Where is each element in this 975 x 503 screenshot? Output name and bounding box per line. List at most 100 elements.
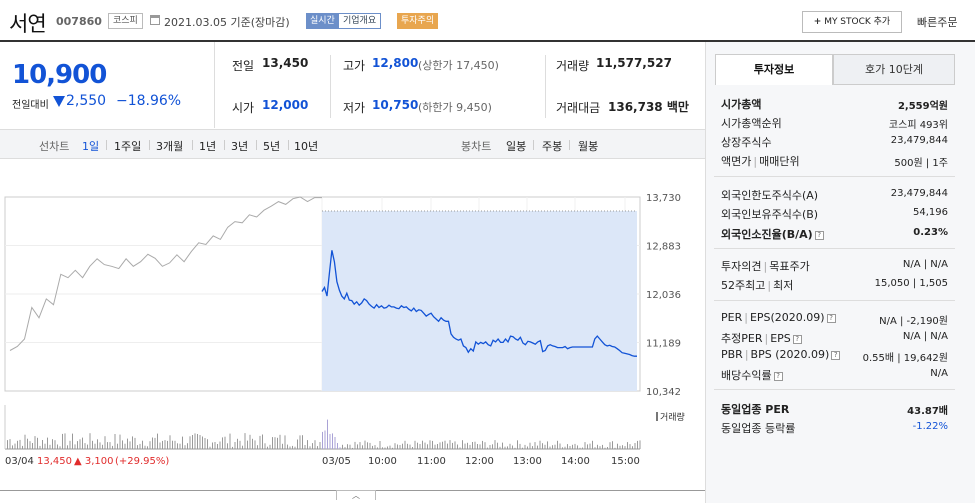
mystock-add-button[interactable]: + MY STOCK 추가 xyxy=(802,11,902,33)
volume-bar xyxy=(637,440,638,449)
help-icon[interactable]: ? xyxy=(773,371,783,381)
volume-bar xyxy=(529,442,531,449)
quick-order-button[interactable]: 빠른주문 xyxy=(917,16,958,29)
volume-bar xyxy=(557,440,558,449)
open-label: 시가 xyxy=(232,101,255,115)
row-value: 0.55배 | 19,642원 xyxy=(862,353,948,364)
volume-bar xyxy=(567,444,568,449)
volume-bar xyxy=(147,446,148,449)
help-icon[interactable]: ? xyxy=(831,350,841,360)
volume-bar xyxy=(22,445,23,449)
volume-bar xyxy=(294,446,296,449)
tab-invest-info[interactable]: 투자정보 xyxy=(715,54,833,85)
volume-bar xyxy=(509,443,511,449)
volume-bar xyxy=(134,437,136,449)
volume-bar xyxy=(324,430,326,449)
candle-weekly[interactable]: 주봉 xyxy=(542,140,563,153)
volume-bar xyxy=(524,444,526,449)
period-10y[interactable]: 10년 xyxy=(294,140,319,153)
volume-bar xyxy=(399,445,401,449)
volume-bar xyxy=(372,445,373,449)
row-label: 시가총액순위 xyxy=(721,117,782,130)
divider xyxy=(330,55,331,118)
period-5y[interactable]: 5년 xyxy=(263,140,281,153)
row-value: 0.23% xyxy=(913,227,948,238)
invest-info-row: 외국인소진율(B/A)? xyxy=(721,226,824,242)
candle-daily[interactable]: 일봉 xyxy=(506,140,527,153)
volume-bar xyxy=(112,445,113,449)
volume-bar xyxy=(392,447,393,449)
volume-bar xyxy=(604,447,606,449)
volume-bar xyxy=(474,441,476,449)
volume-bar xyxy=(37,437,38,449)
volume-bar xyxy=(209,446,211,449)
volume-bar xyxy=(404,440,406,449)
volume-bar xyxy=(32,443,33,449)
volume-bar xyxy=(514,447,516,449)
help-icon[interactable]: ? xyxy=(826,313,836,323)
volume-bar xyxy=(127,438,128,449)
volume-bar xyxy=(204,438,206,449)
date-basis: 2021.03.05 기준(장마감) xyxy=(164,16,290,29)
divider xyxy=(714,389,955,390)
down-triangle-icon xyxy=(53,96,65,107)
separator: | xyxy=(744,348,749,361)
y-tick-label: 10,342 xyxy=(646,387,681,398)
tab-quote-10[interactable]: 호가 10단계 xyxy=(833,54,955,85)
realtime-badge[interactable]: 실시간 xyxy=(306,13,339,29)
volume-bar xyxy=(157,433,158,449)
volume-value: 11,577,527 xyxy=(596,56,672,70)
y-tick-label: 12,883 xyxy=(646,242,681,253)
volume-bar xyxy=(377,447,378,449)
volume-bar xyxy=(599,446,601,449)
volume-bar xyxy=(629,444,631,449)
volume-bar xyxy=(164,440,166,449)
volume-bar xyxy=(312,443,313,449)
corp-overview-button[interactable]: 기업개요 xyxy=(338,13,382,29)
volume-bar xyxy=(159,442,161,449)
volume-bar xyxy=(477,444,478,449)
row-label: 시가총액 xyxy=(721,98,762,111)
invest-info-row: 동일업종 PER xyxy=(721,401,789,417)
period-3y[interactable]: 3년 xyxy=(231,140,249,153)
volume-bar xyxy=(199,435,201,449)
current-price: 10,900 xyxy=(12,60,107,90)
volume-bar xyxy=(364,440,366,449)
row-value: 코스피 493위 xyxy=(888,120,948,131)
volume-bar xyxy=(539,440,541,449)
volume-bar xyxy=(264,443,266,449)
help-icon[interactable]: ? xyxy=(814,230,824,240)
collapse-chart-button[interactable]: ︿ xyxy=(336,490,376,500)
x-tick-label: 15:00 xyxy=(611,456,640,467)
period-3m[interactable]: 3개월 xyxy=(156,140,184,153)
volume-bar xyxy=(407,443,408,449)
invest-info-row: 외국인한도주식수(A) xyxy=(721,187,818,203)
invest-info-row: PBR | BPS (2020.09)? xyxy=(721,348,841,361)
invest-info-row: 투자의견 | 목표주가 xyxy=(721,258,810,274)
volume-bar xyxy=(7,440,8,449)
period-1y[interactable]: 1년 xyxy=(199,140,217,153)
candle-monthly[interactable]: 월봉 xyxy=(578,140,599,153)
separator: | xyxy=(767,279,772,292)
row-label: 배당수익률 xyxy=(721,369,772,382)
volume-bar xyxy=(257,445,258,449)
volume-bar xyxy=(219,441,221,449)
chart-period-bar: 선차트 1일 1주일 3개월 1년 3년 5년 10년 봉차트 일봉 주봉 월봉 xyxy=(0,129,705,159)
volume-bar xyxy=(607,447,608,449)
period-1d[interactable]: 1일 xyxy=(82,140,100,153)
volume-bar xyxy=(457,444,458,449)
row-label: 액면가 xyxy=(721,155,752,168)
volume-bar xyxy=(272,437,273,449)
price-chart[interactable]: 13,730 12,883 12,036 11,189 10,342 거래량 03/04 03… xyxy=(0,159,705,489)
volume-bar xyxy=(319,442,321,449)
prev-day-pct: (+29.95%) xyxy=(115,456,169,467)
row-label-secondary: BPS (2020.09) xyxy=(750,348,830,361)
volume-bar xyxy=(349,444,351,449)
volume-bar xyxy=(479,444,481,449)
help-icon[interactable]: ? xyxy=(792,334,802,344)
volume-bar xyxy=(107,442,108,449)
volume-bar xyxy=(442,441,443,449)
volume-bar xyxy=(402,443,403,449)
volume-bar xyxy=(192,435,193,449)
period-1w[interactable]: 1주일 xyxy=(114,140,142,153)
